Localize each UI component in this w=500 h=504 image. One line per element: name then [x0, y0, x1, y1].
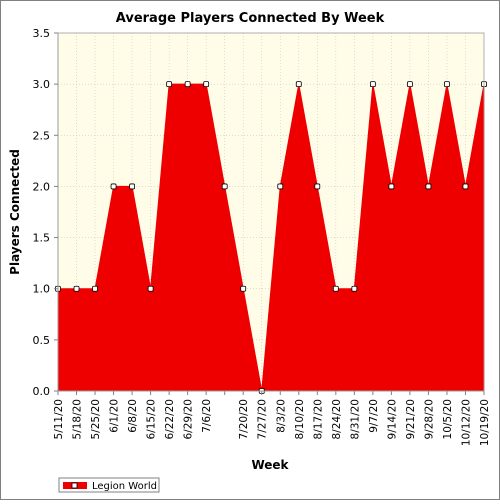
x-tick-label: 9/21/20: [405, 399, 417, 439]
x-tick-label: 10/12/20: [460, 399, 472, 446]
x-tick-label: 6/29/20: [183, 399, 195, 439]
data-point-marker: [92, 285, 98, 292]
data-point-marker: [203, 81, 210, 88]
plot-frame: [57, 32, 485, 392]
data-point-marker: [351, 285, 358, 292]
y-axis-label: Players Connected: [8, 149, 22, 275]
y-tick-label: 3.0: [33, 78, 51, 91]
x-tick-label: 8/24/20: [331, 399, 343, 439]
y-tick-label: 1.5: [33, 232, 51, 245]
x-tick-label: 9/28/20: [423, 399, 435, 439]
data-point-marker: [184, 81, 191, 88]
data-point-marker: [166, 81, 173, 88]
data-point-marker: [73, 285, 80, 292]
x-tick-label: 7/27/20: [257, 399, 269, 439]
y-tick-label: 1.0: [33, 283, 51, 296]
x-tick-label: 6/8/20: [127, 399, 139, 433]
x-tick-label: 10/19/20: [479, 399, 491, 446]
data-point-marker: [369, 81, 376, 88]
x-tick-label: 9/7/20: [368, 399, 380, 433]
x-axis-label: Week: [251, 458, 289, 472]
data-point-marker: [240, 285, 247, 292]
data-point-marker: [332, 285, 339, 292]
x-tick-label: 8/3/20: [275, 399, 287, 433]
x-tick-label: 9/14/20: [386, 399, 398, 439]
x-tick-label: 8/10/20: [294, 399, 306, 439]
x-tick-label: 7/20/20: [238, 399, 250, 439]
x-tick-label: 8/31/20: [349, 399, 361, 439]
data-point-marker: [314, 183, 321, 190]
x-tick-label: 6/22/20: [164, 399, 176, 439]
x-tick-label: 10/5/20: [442, 399, 454, 439]
y-tick-label: 2.0: [33, 180, 51, 193]
y-tick-label: 0.5: [33, 334, 51, 347]
y-tick-label: 2.5: [33, 129, 51, 142]
data-point-marker: [425, 183, 432, 190]
data-point-marker: [444, 81, 450, 88]
legend-marker: [71, 482, 78, 489]
data-point-marker: [221, 183, 228, 190]
data-point-marker: [129, 183, 135, 190]
data-point-marker: [462, 183, 469, 190]
x-tick-label: 6/15/20: [146, 399, 158, 439]
data-point-marker: [277, 183, 284, 190]
x-tick-label: 8/17/20: [312, 399, 324, 439]
data-point-marker: [110, 183, 117, 190]
y-tick-label: 3.5: [33, 27, 51, 40]
legend-label: Legion World: [92, 481, 157, 492]
data-point-marker: [388, 183, 395, 190]
chart-title: Average Players Connected By Week: [116, 11, 385, 26]
x-tick-label: 5/18/20: [72, 399, 84, 439]
x-tick-label: 7/6/20: [201, 399, 213, 433]
y-tick-label: 0.0: [33, 385, 51, 398]
x-tick-label: 5/25/20: [90, 399, 102, 439]
data-point-marker: [407, 81, 413, 88]
data-point-marker: [147, 285, 154, 292]
legend: Legion World: [58, 477, 160, 493]
x-tick-label: 5/11/20: [53, 399, 65, 439]
x-tick-label: 6/1/20: [109, 399, 121, 433]
data-point-marker: [295, 81, 302, 88]
